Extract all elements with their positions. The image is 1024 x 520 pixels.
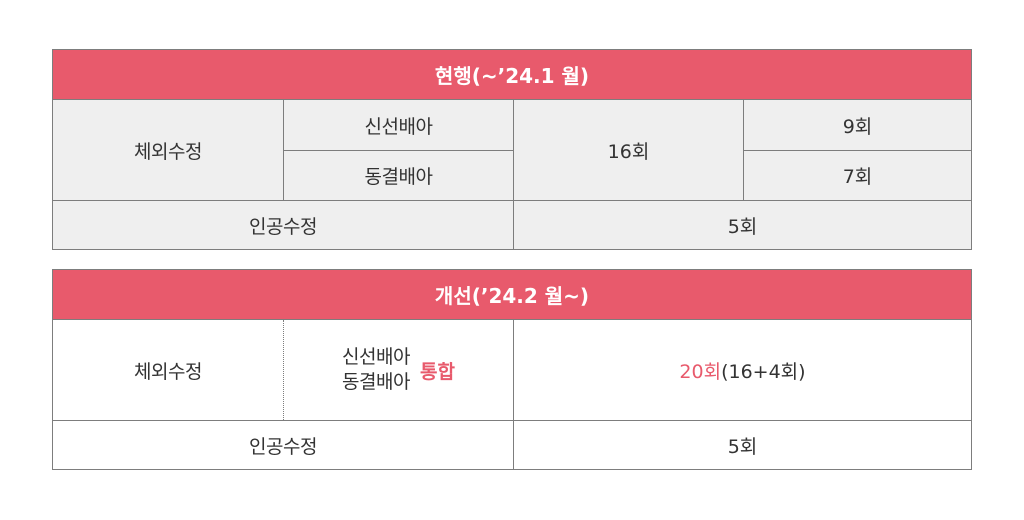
fresh-embryo-label: 신선배아 — [342, 346, 410, 368]
improved-policy-header: 개선(’24.2 월~) — [53, 270, 971, 320]
frozen-embryo-label: 동결배아 — [283, 150, 513, 200]
artificial-insemination-label: 인공수정 — [53, 200, 513, 249]
ivf-total-cell: 20회 (16+4회) — [513, 320, 971, 420]
artificial-insemination-count: 5회 — [513, 200, 971, 249]
artificial-insemination-count: 5회 — [513, 420, 971, 469]
fresh-embryo-label: 신선배아 — [283, 100, 513, 150]
ivf-label: 체외수정 — [53, 320, 283, 420]
current-policy-table: 현행(~’24.1 월) 체외수정 신선배아 동결배아 16회 9회 7회 인공… — [52, 49, 972, 250]
current-policy-header: 현행(~’24.1 월) — [53, 50, 971, 100]
ivf-total-count: 20회 — [679, 360, 722, 383]
merged-embryo-cell: 신선배아 동결배아 통합 — [283, 320, 513, 420]
merged-embryo-group: 신선배아 동결배아 통합 — [342, 345, 455, 395]
ivf-total-count: 16회 — [513, 100, 743, 200]
artificial-insemination-label: 인공수정 — [53, 420, 513, 469]
improved-policy-table: 개선(’24.2 월~) 체외수정 신선배아 동결배아 통합 20회 (16+4… — [52, 269, 972, 470]
frozen-embryo-label: 동결배아 — [342, 371, 410, 393]
ivf-label: 체외수정 — [53, 100, 283, 200]
merged-badge: 통합 — [419, 360, 455, 383]
fresh-embryo-count: 9회 — [743, 100, 971, 150]
embryo-type-list: 신선배아 동결배아 — [342, 345, 410, 395]
ivf-total-breakdown: (16+4회) — [721, 360, 806, 383]
frozen-embryo-count: 7회 — [743, 150, 971, 200]
